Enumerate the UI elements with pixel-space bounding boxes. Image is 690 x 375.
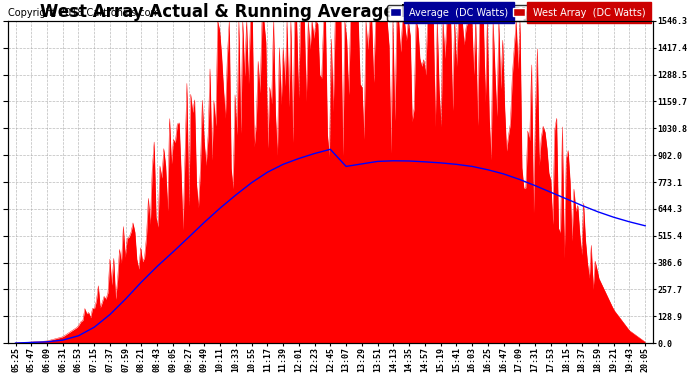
Title: West Array Actual & Running Average Power Fri May 25 20:11: West Array Actual & Running Average Powe… [40,3,620,21]
Legend: Average  (DC Watts), West Array  (DC Watts): Average (DC Watts), West Array (DC Watts… [387,5,648,21]
Text: Copyright 2018 Cartronics.com: Copyright 2018 Cartronics.com [8,8,159,18]
